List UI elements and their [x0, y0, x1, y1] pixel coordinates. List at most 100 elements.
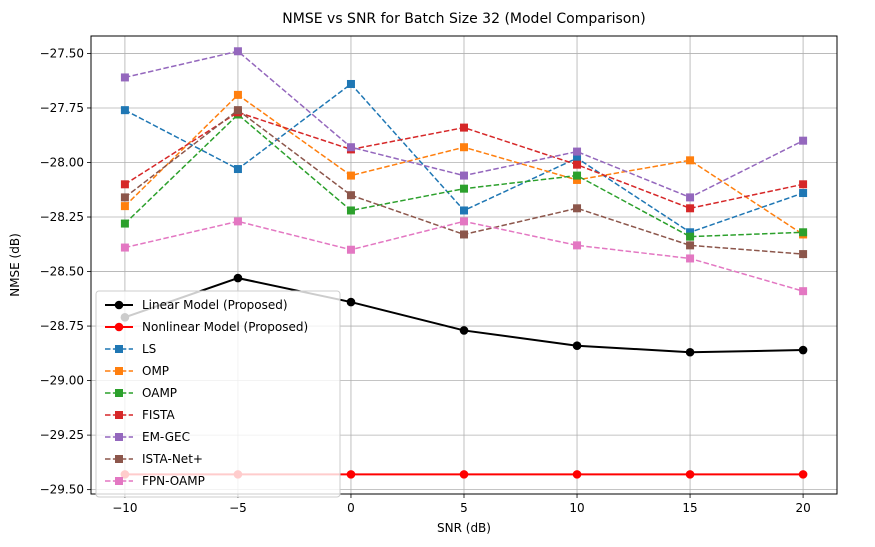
data-point	[460, 217, 468, 226]
data-point	[798, 470, 808, 479]
data-point	[233, 90, 242, 99]
data-point	[233, 106, 242, 115]
data-point	[686, 204, 695, 213]
x-tick-label: 0	[347, 501, 355, 515]
grid-layer	[91, 36, 837, 494]
legend-marker	[114, 322, 124, 332]
data-point	[799, 287, 808, 296]
legend-label: EM-GEC	[142, 430, 190, 444]
data-point	[233, 165, 242, 174]
x-tick-label: 20	[795, 501, 810, 515]
legend-marker	[115, 477, 123, 485]
data-point	[233, 47, 242, 56]
y-tick-label: −29.25	[40, 428, 84, 442]
data-point	[573, 160, 582, 169]
data-point	[799, 136, 808, 145]
data-point	[460, 143, 468, 152]
data-point	[233, 217, 242, 226]
data-point	[459, 470, 469, 479]
legend-marker	[115, 433, 123, 441]
y-tick-label: −28.50	[40, 265, 84, 279]
data-point	[460, 123, 468, 132]
x-tick-label: −10	[112, 501, 137, 515]
legend-label: Linear Model (Proposed)	[142, 298, 288, 312]
data-point	[233, 273, 243, 283]
series-ista-net	[120, 106, 808, 259]
data-point	[120, 243, 129, 252]
legend-item: Nonlinear Model (Proposed)	[105, 320, 308, 334]
series-em-gec	[120, 47, 808, 202]
legend-label: FPN-OAMP	[142, 474, 205, 488]
y-tick-label: −27.75	[40, 101, 84, 115]
legend-item: EM-GEC	[105, 430, 190, 444]
data-point	[346, 143, 355, 152]
series-linear-model-proposed	[120, 273, 808, 357]
data-point	[686, 254, 695, 263]
data-point	[798, 345, 808, 355]
data-point	[120, 73, 129, 82]
data-point	[346, 206, 355, 215]
y-tick-label: −29.00	[40, 374, 84, 388]
legend-label: Nonlinear Model (Proposed)	[142, 320, 308, 334]
data-point	[686, 228, 695, 237]
data-point	[346, 297, 356, 307]
data-point	[346, 245, 355, 254]
data-point	[120, 106, 129, 115]
data-point	[346, 171, 355, 180]
legend-marker	[115, 389, 123, 397]
legend-item: ISTA-Net+	[105, 452, 203, 466]
x-tick-label: 10	[569, 501, 584, 515]
data-point	[686, 241, 695, 250]
legend-label: ISTA-Net+	[142, 452, 203, 466]
y-axis-label: NMSE (dB)	[8, 233, 22, 297]
legend-label: LS	[142, 342, 156, 356]
legend-item: OMP	[105, 364, 169, 378]
y-tick-label: −29.50	[40, 483, 84, 497]
legend-marker	[115, 367, 123, 375]
y-tick-label: −28.75	[40, 319, 84, 333]
data-point	[573, 241, 582, 250]
data-point	[346, 470, 356, 479]
data-point	[686, 156, 695, 165]
legend-marker	[115, 411, 123, 419]
data-point	[120, 219, 129, 228]
data-point	[799, 250, 808, 259]
x-tick-label: −5	[229, 501, 247, 515]
chart-title: NMSE vs SNR for Batch Size 32 (Model Com…	[282, 11, 645, 27]
legend-marker	[114, 300, 124, 310]
legend-marker	[115, 455, 123, 463]
series-ls	[120, 79, 808, 237]
data-point	[799, 189, 808, 198]
data-point	[573, 154, 582, 163]
x-tick-label: 15	[682, 501, 697, 515]
legend-label: OMP	[142, 364, 169, 378]
legend-marker	[115, 345, 123, 353]
data-point	[686, 232, 695, 241]
legend-item: FPN-OAMP	[105, 474, 205, 488]
legend-item: OAMP	[105, 386, 177, 400]
data-point	[573, 204, 582, 213]
y-tick-label: −28.00	[40, 155, 84, 169]
x-tick-label: 5	[460, 501, 468, 515]
legend-item: Linear Model (Proposed)	[105, 298, 288, 312]
legend-item: LS	[105, 342, 156, 356]
data-point	[459, 326, 469, 335]
data-point	[686, 193, 695, 202]
data-point	[573, 147, 582, 156]
data-point	[573, 175, 582, 184]
data-point	[346, 191, 355, 200]
data-point	[346, 79, 355, 88]
data-point	[573, 171, 582, 180]
data-point	[799, 228, 808, 237]
data-point	[460, 206, 468, 215]
tick-layer: −10 −5 0 5 10 15 20 −27.50 −27.75 −28.00 −28.25 −28…	[40, 46, 811, 515]
legend-box	[95, 290, 341, 498]
data-point	[799, 180, 808, 189]
data-point	[120, 180, 129, 189]
series-fpn-oamp	[120, 217, 808, 296]
data-point	[685, 470, 695, 479]
data-point	[572, 470, 582, 479]
data-point	[460, 230, 468, 239]
legend: Linear Model (Proposed) Nonlinear Model (…	[95, 290, 341, 498]
